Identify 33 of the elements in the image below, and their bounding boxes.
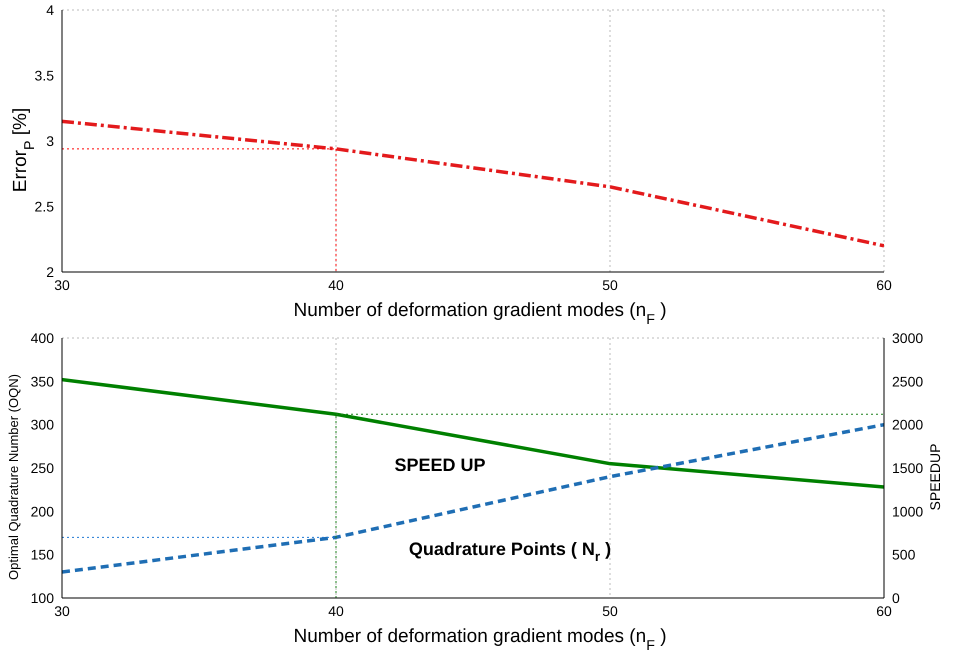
- x-tick-label: 30: [54, 276, 70, 293]
- annotation: Quadrature Points ( N$_{r}$ ): [408, 538, 612, 564]
- y2-tick-label: 0: [892, 590, 900, 606]
- y-axis-title: Optimal Quadrature Number (OQN): [6, 374, 21, 580]
- y-tick-label: 3: [46, 132, 54, 149]
- y2-axis-title: SPEEDUP: [927, 444, 943, 510]
- x-tick-label: 50: [602, 276, 618, 293]
- y-tick-label: 150: [30, 546, 54, 563]
- y-tick-label: 250: [30, 460, 54, 476]
- x-axis-title: Number of deformation gradient modes (n$_{F}$): [293, 300, 667, 328]
- y2-tick-label: 500: [892, 546, 916, 563]
- y-tick-label: 100: [30, 590, 54, 606]
- y2-tick-label: 2000: [892, 416, 924, 433]
- y-tick-label: 400: [30, 330, 54, 346]
- y-tick-label: 300: [30, 416, 54, 433]
- y2-tick-label: 1000: [892, 503, 924, 520]
- x-tick-label: 60: [876, 276, 892, 293]
- annotation: SPEED UP: [394, 454, 486, 475]
- y-tick-label: 2.5: [34, 198, 54, 214]
- y-tick-label: 350: [30, 373, 54, 390]
- y-tick-label: 3.5: [34, 67, 54, 84]
- y-tick-label: 200: [30, 503, 54, 520]
- y-tick-label: 4: [46, 2, 54, 18]
- x-axis-title: Number of deformation gradient modes (n$_{F}$): [293, 626, 667, 654]
- x-tick-label: 30: [54, 602, 70, 619]
- x-tick-label: 50: [602, 602, 618, 619]
- y2-tick-label: 1500: [892, 460, 924, 476]
- x-tick-label: 40: [328, 276, 344, 293]
- x-tick-label: 60: [876, 602, 892, 619]
- y2-tick-label: 3000: [892, 330, 924, 346]
- y2-tick-label: 2500: [892, 373, 924, 390]
- x-tick-label: 40: [328, 602, 344, 619]
- y-tick-label: 2: [46, 264, 54, 280]
